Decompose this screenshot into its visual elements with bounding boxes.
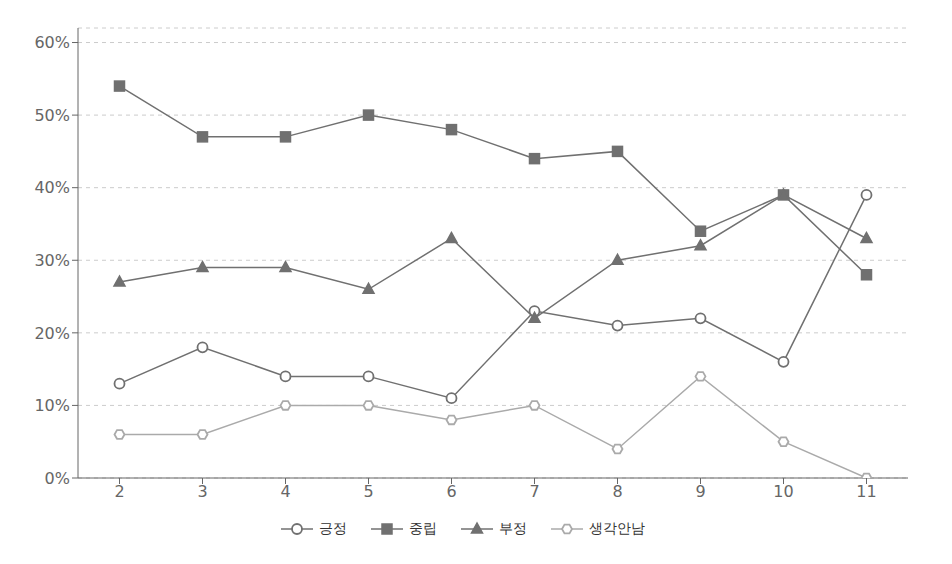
svg-text:9: 9 xyxy=(695,482,705,501)
svg-text:8: 8 xyxy=(612,482,622,501)
svg-text:3: 3 xyxy=(197,482,207,501)
svg-text:20%: 20% xyxy=(34,324,70,343)
html-text:긍정: 긍정 xyxy=(319,520,347,536)
svg-text:6: 6 xyxy=(446,482,456,501)
svg-text:11: 11 xyxy=(856,482,876,501)
html-text:생각안남: 생각안남 xyxy=(589,520,645,536)
svg-text:50%: 50% xyxy=(34,106,70,125)
svg-text:7: 7 xyxy=(529,482,539,501)
svg-text:40%: 40% xyxy=(34,178,70,197)
svg-text:10: 10 xyxy=(773,482,793,501)
svg-text:4: 4 xyxy=(280,482,290,501)
svg-text:5: 5 xyxy=(363,482,373,501)
svg-text:2: 2 xyxy=(114,482,124,501)
svg-text:0%: 0% xyxy=(45,469,70,488)
svg-text:10%: 10% xyxy=(34,396,70,415)
html-text:부정: 부정 xyxy=(499,520,527,536)
svg-text:60%: 60% xyxy=(34,33,70,52)
html-text:중립: 중립 xyxy=(409,520,437,536)
svg-text:30%: 30% xyxy=(34,251,70,270)
